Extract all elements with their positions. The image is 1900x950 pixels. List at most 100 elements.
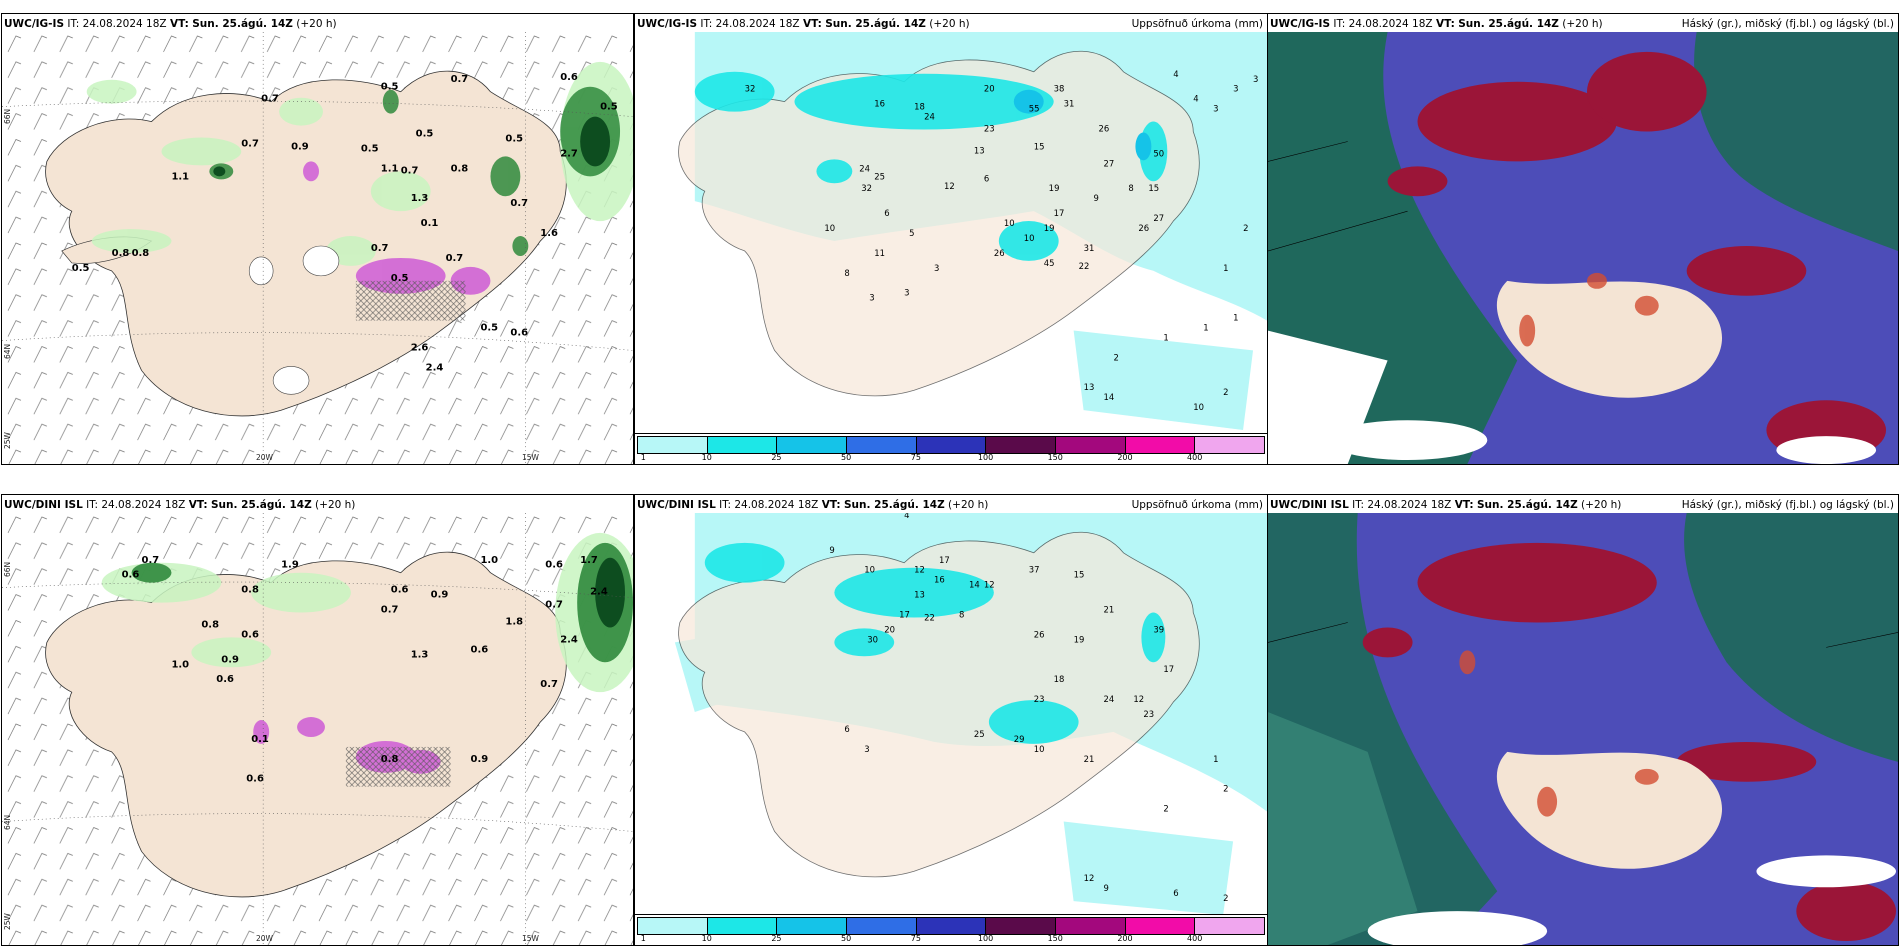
- svg-text:0.8: 0.8: [241, 585, 259, 596]
- colorbar-label: 75: [910, 453, 921, 462]
- svg-text:2.4: 2.4: [590, 587, 608, 598]
- colorbar-label: 75: [910, 934, 921, 943]
- svg-text:10: 10: [864, 565, 875, 575]
- svg-text:0.7: 0.7: [401, 165, 419, 176]
- svg-text:27: 27: [1104, 158, 1115, 168]
- svg-text:0.7: 0.7: [381, 605, 399, 616]
- svg-text:10: 10: [824, 223, 835, 233]
- svg-text:1.1: 1.1: [171, 171, 189, 182]
- svg-text:0.5: 0.5: [361, 143, 379, 154]
- svg-text:0.6: 0.6: [246, 774, 264, 785]
- svg-text:24: 24: [1104, 694, 1115, 704]
- svg-text:0.6: 0.6: [122, 570, 140, 581]
- svg-text:26: 26: [1034, 629, 1045, 639]
- svg-text:26: 26: [1138, 223, 1149, 233]
- map-area: 4 9 10 12 17 16 14 12 37 15 21 39 17 20 30 13 17 22 8 2…: [635, 513, 1267, 915]
- colorbar-label: 50: [841, 934, 852, 943]
- svg-text:4: 4: [904, 513, 909, 520]
- colorbar-swatch: [1125, 437, 1196, 453]
- map-panel-wind-top: UWC/IG-IS IT: 24.08.2024 18Z VT: Sun. 25…: [1, 13, 634, 465]
- svg-text:3: 3: [1213, 104, 1218, 114]
- colorbar-swatch: [847, 918, 917, 934]
- cloud-map: [1268, 513, 1898, 945]
- colorbar-swatch: [1195, 918, 1265, 934]
- svg-text:50: 50: [1153, 148, 1164, 158]
- svg-text:25: 25: [874, 171, 885, 181]
- svg-text:16: 16: [934, 575, 945, 585]
- svg-text:1: 1: [1203, 323, 1208, 333]
- svg-text:1.9: 1.9: [281, 560, 299, 571]
- svg-text:1: 1: [1223, 263, 1228, 273]
- lat-label-64: 64N: [3, 343, 12, 359]
- svg-text:10: 10: [1004, 218, 1015, 228]
- svg-text:12: 12: [914, 565, 925, 575]
- svg-text:0.7: 0.7: [371, 243, 389, 254]
- iceland-land: [678, 531, 1200, 878]
- svg-text:8: 8: [1128, 183, 1133, 193]
- lat-label-64: 64N: [3, 814, 12, 830]
- svg-text:1.3: 1.3: [411, 193, 429, 204]
- colorbar-label: 200: [1117, 934, 1133, 943]
- svg-text:19: 19: [1049, 183, 1060, 193]
- colorbar-label: 10: [701, 453, 712, 462]
- svg-text:8: 8: [959, 609, 964, 619]
- svg-text:8: 8: [844, 268, 849, 278]
- svg-text:21: 21: [1084, 754, 1095, 764]
- svg-text:0.8: 0.8: [132, 248, 150, 259]
- colorbar-swatch: [707, 918, 778, 934]
- svg-text:0.8: 0.8: [451, 163, 469, 174]
- svg-text:13: 13: [914, 590, 925, 600]
- lon-label-15: 15W: [522, 934, 539, 943]
- svg-text:3: 3: [1233, 84, 1238, 94]
- svg-text:12: 12: [944, 181, 955, 191]
- colorbar-swatch: [847, 437, 917, 453]
- svg-text:3: 3: [934, 263, 939, 273]
- cloud-map: [1268, 32, 1898, 464]
- svg-text:19: 19: [1044, 223, 1055, 233]
- svg-text:0.9: 0.9: [431, 590, 449, 601]
- svg-text:30: 30: [867, 634, 878, 644]
- svg-text:14: 14: [1104, 392, 1115, 402]
- panel-title: Háský (gr.), miðský (fj.bl.) og lágský (…: [1681, 18, 1894, 30]
- svg-text:0.5: 0.5: [505, 133, 523, 144]
- svg-text:1.3: 1.3: [411, 649, 429, 660]
- svg-text:24: 24: [924, 112, 935, 122]
- svg-text:0.5: 0.5: [72, 263, 90, 274]
- svg-text:0.8: 0.8: [381, 754, 399, 765]
- svg-text:4: 4: [1173, 69, 1178, 79]
- svg-text:21: 21: [1104, 605, 1115, 615]
- panel-header: UWC/DINI ISL IT: 24.08.2024 18Z VT: Sun.…: [1270, 499, 1894, 511]
- svg-text:4: 4: [1193, 94, 1198, 104]
- svg-text:0.7: 0.7: [510, 198, 528, 209]
- map-panel-wind-bottom: UWC/DINI ISL IT: 24.08.2024 18Z VT: Sun.…: [1, 494, 634, 946]
- colorbar-label: 25: [771, 453, 782, 462]
- svg-text:15: 15: [1148, 183, 1159, 193]
- svg-text:29: 29: [1014, 734, 1025, 744]
- colorbar-swatch: [707, 437, 778, 453]
- svg-text:13: 13: [974, 145, 985, 155]
- svg-text:15: 15: [1074, 570, 1085, 580]
- colorbar-label: 25: [771, 934, 782, 943]
- colorbar-swatch: [986, 918, 1057, 934]
- svg-text:6: 6: [984, 173, 989, 183]
- colorbar-label: 10: [701, 934, 712, 943]
- svg-text:2: 2: [1113, 352, 1118, 362]
- colorbar-label: 150: [1047, 453, 1063, 462]
- svg-text:27: 27: [1153, 213, 1164, 223]
- svg-text:2.4: 2.4: [560, 634, 578, 645]
- colorbar-swatch: [986, 437, 1057, 453]
- colorbar-swatch: [638, 437, 708, 453]
- svg-text:13: 13: [1084, 382, 1095, 392]
- svg-text:0.9: 0.9: [221, 654, 239, 665]
- svg-text:3: 3: [864, 744, 869, 754]
- colorbar-swatch: [777, 437, 848, 453]
- svg-text:1.1: 1.1: [381, 163, 399, 174]
- colorbar-label: 400: [1187, 934, 1203, 943]
- svg-text:22: 22: [1079, 261, 1090, 271]
- svg-text:32: 32: [861, 183, 872, 193]
- map-panel-precip-bottom: UWC/DINI ISL IT: 24.08.2024 18Z VT: Sun.…: [634, 494, 1268, 946]
- panel-title: Uppsöfnuð úrkoma (mm): [1131, 18, 1263, 30]
- svg-text:9: 9: [829, 545, 834, 555]
- svg-text:10: 10: [1024, 233, 1035, 243]
